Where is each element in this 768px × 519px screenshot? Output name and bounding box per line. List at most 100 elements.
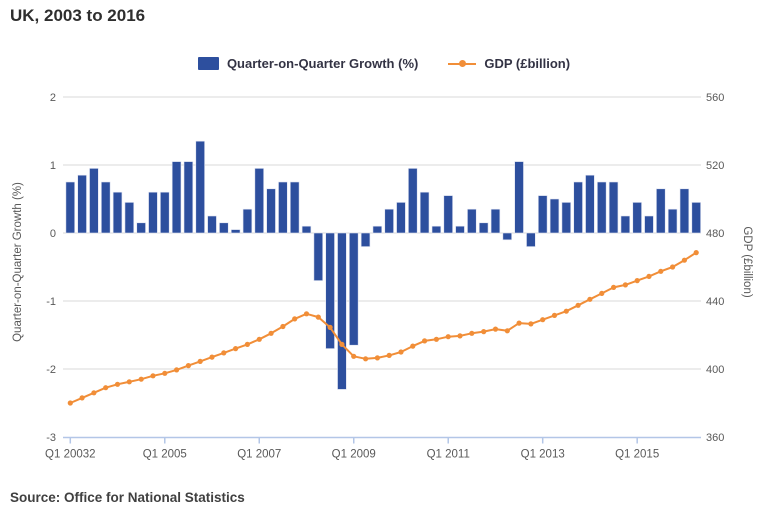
right-axis-tick-label: 400 bbox=[706, 364, 724, 376]
left-axis-title: Quarter-on-Quarter Growth (%) bbox=[12, 182, 24, 342]
gdp-point bbox=[280, 323, 286, 330]
x-axis-tick-label: Q1 2013 bbox=[521, 449, 565, 461]
growth-bar bbox=[502, 232, 512, 241]
gdp-point bbox=[587, 296, 593, 302]
growth-bar bbox=[478, 222, 489, 234]
gdp-point bbox=[374, 355, 380, 361]
growth-bar bbox=[537, 195, 548, 234]
gdp-point bbox=[303, 311, 310, 317]
gdp-point bbox=[611, 284, 617, 290]
growth-bar bbox=[325, 232, 335, 349]
gdp-point bbox=[244, 341, 250, 347]
gdp-line bbox=[69, 251, 697, 404]
growth-bar bbox=[278, 181, 288, 234]
growth-bar bbox=[419, 191, 430, 234]
growth-bar-swatch-icon bbox=[197, 57, 219, 70]
gdp-point bbox=[516, 320, 522, 326]
left-axis-tick-label: 2 bbox=[50, 92, 56, 104]
legend: Quarter-on-Quarter Growth (%) GDP (£bill… bbox=[0, 56, 768, 71]
gdp-point bbox=[670, 264, 676, 270]
gdp-point bbox=[114, 381, 121, 387]
left-axis-tick-label: 1 bbox=[50, 160, 56, 172]
gdp-point bbox=[150, 373, 156, 379]
gdp-point bbox=[256, 336, 262, 342]
growth-bar bbox=[65, 181, 76, 234]
growth-bar bbox=[372, 225, 383, 234]
growth-bar bbox=[266, 188, 276, 234]
gdp-point bbox=[292, 316, 298, 322]
gdp-point bbox=[363, 356, 369, 362]
gdp-point bbox=[339, 341, 345, 347]
gdp-point bbox=[185, 363, 191, 369]
growth-bar bbox=[679, 188, 690, 234]
gdp-point bbox=[492, 326, 499, 332]
gdp-point bbox=[481, 329, 487, 335]
growth-bar bbox=[124, 202, 135, 234]
gdp-point bbox=[138, 376, 144, 382]
gdp-point bbox=[575, 302, 581, 308]
gdp-point bbox=[445, 334, 451, 340]
gdp-point bbox=[693, 250, 699, 256]
left-axis-tick-label: -3 bbox=[46, 432, 56, 444]
growth-bar bbox=[195, 140, 205, 234]
growth-bar bbox=[408, 168, 418, 234]
gdp-point bbox=[599, 290, 605, 296]
gdp-point bbox=[91, 390, 97, 396]
gdp-point bbox=[197, 358, 203, 364]
growth-bar bbox=[632, 202, 642, 234]
gdp-point bbox=[209, 354, 215, 360]
gdp-point bbox=[528, 321, 534, 327]
right-axis-title: GDP (£billion) bbox=[741, 226, 753, 298]
chart-title: UK, 2003 to 2016 bbox=[10, 6, 146, 25]
growth-bar bbox=[490, 208, 501, 234]
growth-bar bbox=[514, 161, 524, 234]
growth-bar bbox=[148, 191, 158, 234]
growth-bar bbox=[160, 191, 170, 234]
gdp-point bbox=[79, 395, 85, 401]
growth-bar bbox=[691, 202, 701, 234]
gdp-point bbox=[162, 370, 168, 376]
growth-bar bbox=[171, 161, 182, 234]
growth-bar bbox=[242, 208, 253, 234]
growth-bar bbox=[573, 181, 583, 234]
left-axis-tick-label: -2 bbox=[46, 364, 56, 376]
growth-bar bbox=[597, 181, 607, 234]
growth-bar bbox=[620, 215, 631, 234]
growth-bar bbox=[301, 225, 312, 234]
growth-bar bbox=[549, 198, 560, 234]
growth-bar bbox=[360, 232, 371, 247]
growth-bar bbox=[337, 232, 347, 390]
growth-bar bbox=[526, 232, 536, 247]
gdp-point bbox=[622, 282, 629, 288]
legend-item-gdp: GDP (£billion) bbox=[448, 56, 570, 71]
gdp-point bbox=[174, 367, 180, 373]
gdp-point bbox=[681, 257, 688, 263]
gdp-point bbox=[398, 349, 404, 355]
gdp-line-marker-icon bbox=[448, 59, 477, 68]
growth-bar bbox=[89, 168, 99, 234]
source-note: Source: Office for National Statistics bbox=[10, 490, 245, 505]
gdp-point bbox=[386, 352, 392, 358]
gdp-point bbox=[469, 330, 475, 336]
gdp-point bbox=[410, 343, 416, 349]
right-axis-tick-label: 360 bbox=[706, 432, 724, 444]
gdp-point bbox=[351, 353, 357, 359]
growth-bar bbox=[384, 208, 394, 234]
x-axis-tick-label: Q1 2015 bbox=[615, 449, 659, 461]
growth-bar bbox=[230, 229, 241, 234]
gdp-point bbox=[634, 278, 640, 284]
growth-bar bbox=[313, 232, 324, 281]
legend-growth-label: Quarter-on-Quarter Growth (%) bbox=[226, 56, 419, 71]
gdp-point bbox=[233, 346, 239, 352]
growth-bar bbox=[644, 215, 654, 234]
gdp-point bbox=[658, 268, 664, 274]
gdp-point bbox=[422, 338, 428, 344]
gdp-point bbox=[221, 350, 227, 356]
growth-bar bbox=[431, 225, 442, 234]
left-axis-tick-label: -1 bbox=[46, 296, 56, 308]
growth-bar bbox=[254, 168, 264, 234]
growth-bar bbox=[561, 202, 572, 234]
growth-bar bbox=[443, 195, 453, 234]
